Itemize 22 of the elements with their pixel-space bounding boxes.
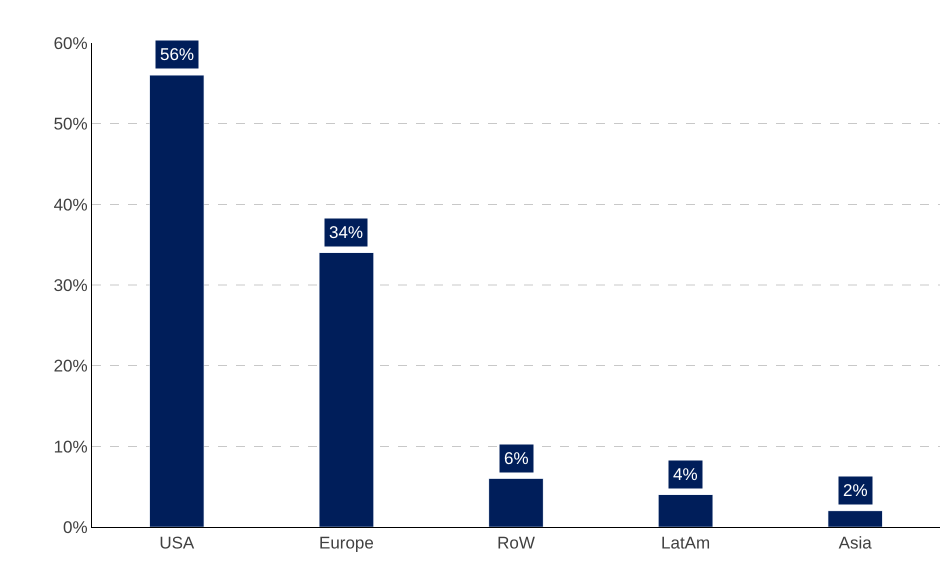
x-tick-label: USA <box>159 533 195 552</box>
x-tick-label: RoW <box>497 533 535 552</box>
data-label: 56% <box>160 45 194 64</box>
data-label: 34% <box>329 223 364 242</box>
y-tick-label: 60% <box>54 34 88 53</box>
bar <box>149 75 204 527</box>
bar <box>319 252 374 527</box>
bar <box>488 478 544 527</box>
data-label: 4% <box>673 465 698 484</box>
y-tick-label: 0% <box>63 518 88 537</box>
y-tick-label: 30% <box>54 276 88 295</box>
x-tick-label: Europe <box>318 533 374 552</box>
x-tick-label: Asia <box>838 533 872 552</box>
bar <box>658 494 713 527</box>
bar <box>828 510 883 527</box>
y-tick-label: 40% <box>54 195 88 214</box>
x-tick-label: LatAm <box>661 533 710 552</box>
data-label: 2% <box>843 481 868 500</box>
y-tick-label: 10% <box>54 437 88 456</box>
y-tick-label: 20% <box>54 356 88 376</box>
data-label: 6% <box>504 449 529 468</box>
y-tick-label: 50% <box>54 114 88 134</box>
